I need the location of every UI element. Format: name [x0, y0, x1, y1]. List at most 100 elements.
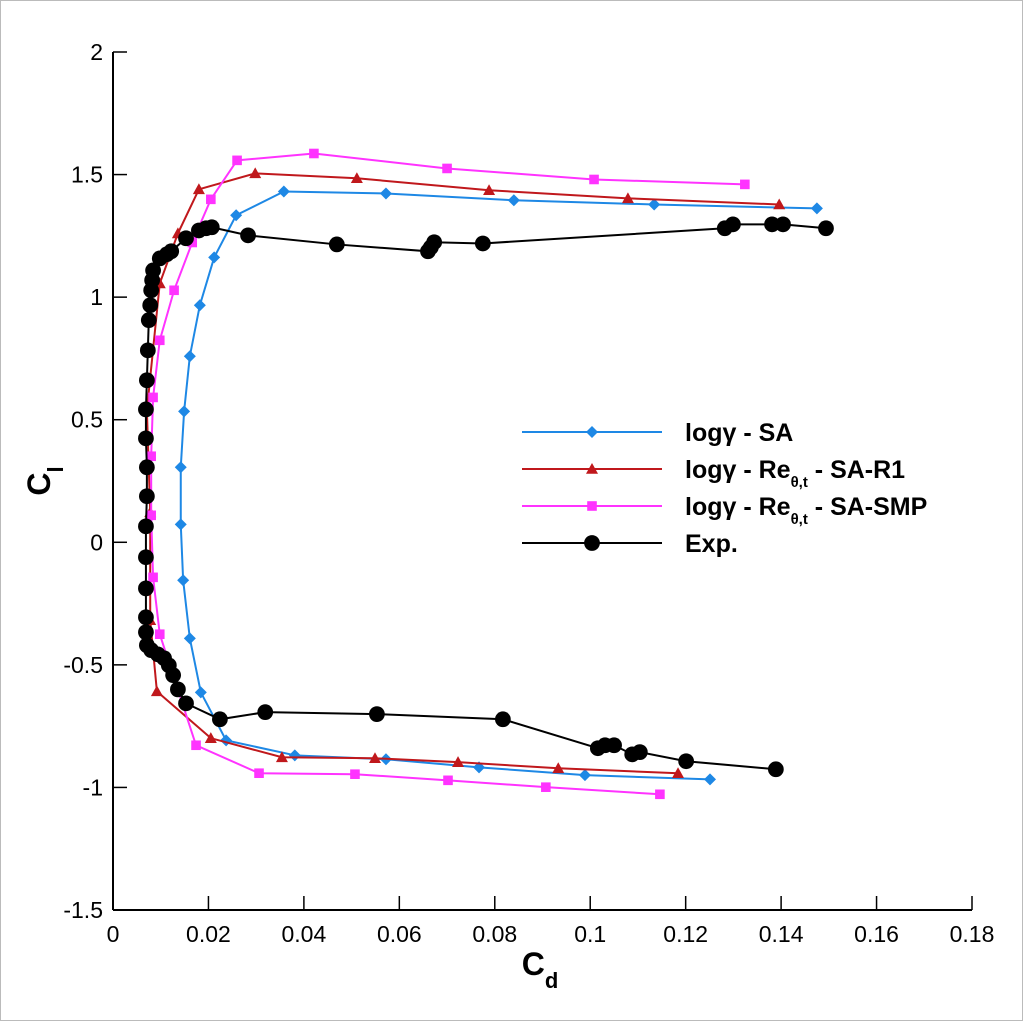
text-part: - SA-SMP	[808, 493, 927, 521]
marker	[139, 372, 155, 389]
x-tick-label: 0.1	[574, 921, 606, 947]
marker	[139, 342, 156, 359]
marker	[624, 746, 641, 763]
marker	[507, 194, 520, 207]
marker	[442, 163, 452, 174]
marker	[767, 761, 784, 778]
marker	[193, 299, 206, 312]
x-tick-label: 0.16	[854, 921, 899, 947]
marker	[170, 681, 186, 698]
x-tick-label: 0.02	[186, 921, 231, 947]
marker	[328, 236, 345, 253]
marker	[138, 609, 154, 626]
marker	[138, 580, 154, 597]
marker	[232, 155, 242, 166]
x-axis-label: Cd	[522, 946, 559, 993]
marker	[275, 751, 288, 763]
x-tick-label: 0.06	[377, 921, 422, 947]
legend-label: logγ - Reθ,t - SA-SMP	[685, 493, 927, 528]
marker	[257, 704, 274, 721]
marker	[163, 243, 180, 260]
marker	[587, 501, 597, 511]
y-tick-label: 0	[90, 529, 103, 555]
x-tick-label: 0	[107, 921, 120, 947]
y-tick-label: -0.5	[63, 652, 103, 678]
marker	[178, 230, 194, 247]
marker	[138, 401, 154, 418]
marker	[818, 220, 834, 237]
marker	[145, 262, 161, 279]
text-part: logγ - SA	[685, 419, 793, 447]
y-tick-label: 1	[90, 284, 103, 310]
series-line	[150, 152, 745, 796]
marker	[140, 312, 157, 329]
marker	[138, 549, 154, 566]
marker	[309, 148, 319, 159]
marker	[483, 184, 496, 196]
marker	[426, 234, 443, 251]
legend-label: logγ - Reθ,t - SA-R1	[685, 456, 905, 491]
marker	[648, 198, 661, 211]
marker	[350, 769, 360, 779]
x-tick-label: 0.08	[472, 921, 517, 947]
marker	[206, 194, 216, 205]
y-tick-label: 1.5	[71, 162, 103, 188]
marker	[621, 192, 634, 204]
marker	[775, 216, 791, 233]
marker	[174, 461, 187, 474]
marker	[764, 216, 780, 233]
x-tick-label: 0.14	[759, 921, 804, 947]
marker	[138, 518, 154, 535]
marker	[249, 167, 262, 179]
marker	[139, 488, 155, 505]
marker	[369, 706, 385, 723]
marker	[240, 227, 256, 244]
marker	[678, 753, 695, 770]
marker	[150, 685, 163, 697]
marker	[139, 637, 155, 654]
marker	[178, 695, 194, 712]
marker	[138, 430, 154, 447]
marker	[584, 535, 600, 551]
marker	[773, 198, 786, 210]
y-tick-label: 0.5	[71, 407, 103, 433]
marker	[183, 350, 196, 363]
text-part: Exp.	[685, 530, 738, 558]
marker	[350, 172, 363, 184]
marker	[146, 451, 156, 462]
y-tick-label: 2	[90, 39, 103, 65]
y-tick-label: -1.5	[63, 897, 103, 923]
marker	[142, 297, 159, 314]
marker	[368, 752, 381, 764]
marker	[810, 202, 823, 215]
marker	[725, 216, 741, 233]
marker	[589, 174, 599, 185]
marker	[148, 392, 158, 403]
marker	[174, 518, 187, 531]
marker	[443, 775, 453, 786]
marker	[379, 187, 392, 200]
marker	[586, 426, 598, 438]
marker	[194, 686, 207, 699]
marker	[495, 711, 511, 728]
marker	[452, 756, 465, 767]
marker	[192, 183, 205, 195]
legend-label: Exp.	[685, 530, 738, 558]
marker	[203, 219, 220, 236]
marker	[589, 740, 606, 757]
marker	[178, 405, 191, 418]
marker	[655, 789, 665, 800]
marker	[740, 179, 750, 190]
y-tick-label: -1	[83, 774, 103, 800]
subscript: θ,t	[791, 474, 808, 491]
text-part: C	[21, 473, 57, 496]
marker	[169, 285, 179, 296]
x-tick-label: 0.12	[663, 921, 708, 947]
marker	[183, 632, 196, 645]
marker	[208, 251, 221, 264]
text-part: logγ - Re	[685, 493, 791, 521]
marker	[672, 767, 685, 779]
